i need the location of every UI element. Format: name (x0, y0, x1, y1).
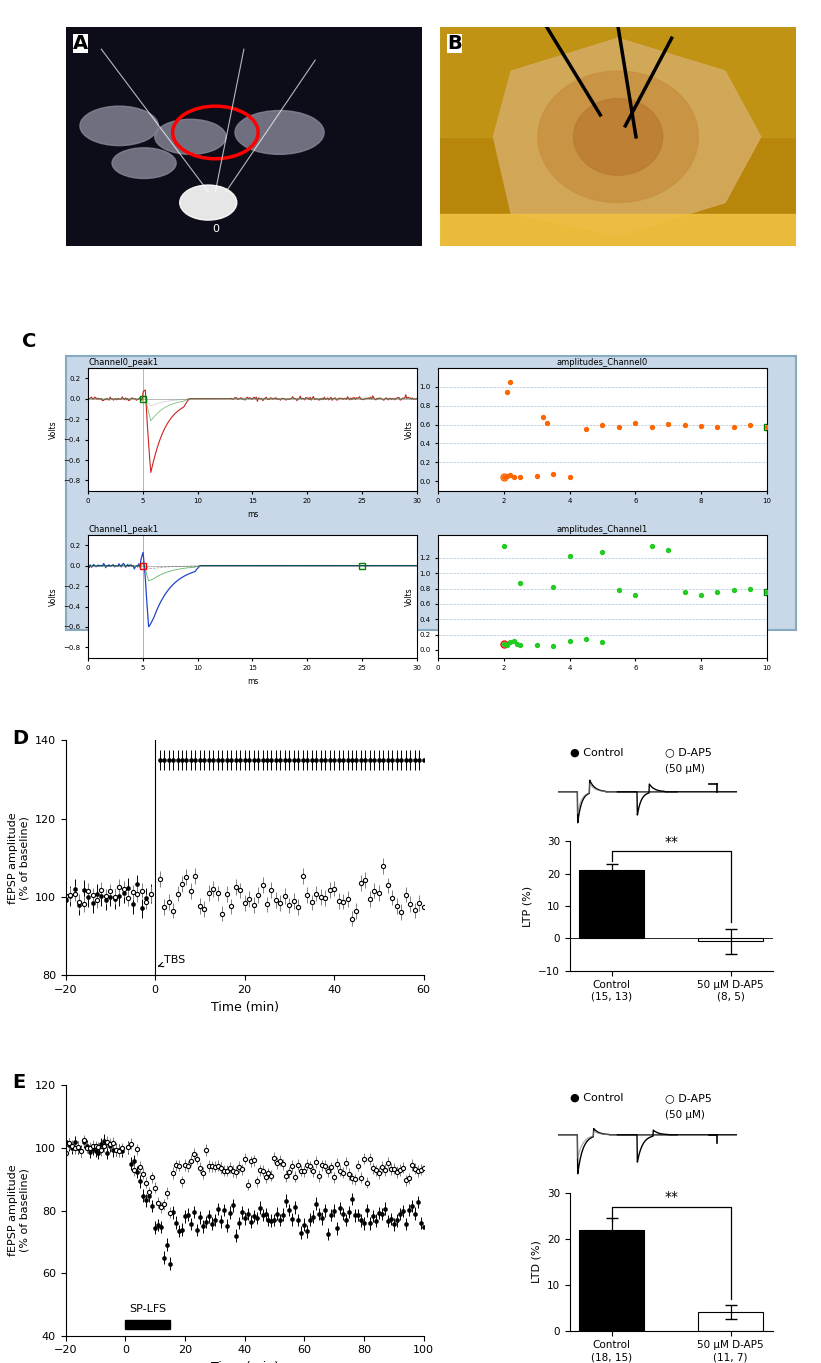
Point (744, 578, 757, 600)
Ellipse shape (574, 98, 663, 176)
Point (504, 463, 517, 485)
Text: (50 μM): (50 μM) (665, 763, 705, 774)
Point (498, 632, 511, 654)
Bar (440, 27, 796, 136)
Point (711, 581, 724, 602)
Text: C: C (22, 333, 36, 352)
Y-axis label: fEPSP amplitude
(% of baseline): fEPSP amplitude (% of baseline) (7, 1165, 30, 1257)
Text: E: E (12, 1073, 25, 1092)
Text: A: A (73, 34, 88, 53)
Point (727, 416, 741, 438)
Ellipse shape (112, 147, 177, 179)
Point (537, 406, 550, 428)
Point (580, 628, 593, 650)
Text: B: B (447, 34, 462, 53)
Point (498, 466, 511, 488)
Point (629, 583, 642, 605)
Point (563, 466, 576, 488)
Point (612, 417, 626, 439)
Point (629, 412, 642, 433)
Point (580, 418, 593, 440)
Point (596, 631, 609, 653)
Point (727, 579, 741, 601)
Y-axis label: Volts: Volts (405, 420, 414, 439)
Point (501, 380, 514, 402)
Point (645, 536, 658, 557)
Point (695, 414, 708, 436)
Text: (50 μM): (50 μM) (665, 1111, 705, 1120)
Ellipse shape (80, 106, 158, 146)
Point (547, 577, 560, 598)
X-axis label: ms: ms (247, 677, 258, 686)
Point (760, 416, 773, 438)
Text: 0: 0 (212, 224, 219, 234)
Text: ● Control: ● Control (570, 1093, 623, 1103)
Text: ○ D-AP5: ○ D-AP5 (665, 747, 712, 758)
Ellipse shape (538, 71, 699, 203)
Y-axis label: Volts: Volts (49, 587, 57, 605)
Ellipse shape (155, 120, 226, 154)
Y-axis label: Volts: Volts (49, 420, 57, 439)
Point (507, 466, 521, 488)
Point (501, 465, 514, 487)
Point (511, 632, 524, 654)
X-axis label: Time (min): Time (min) (211, 1000, 278, 1014)
Bar (126, 1321, 170, 1329)
Text: Channel0_peak1: Channel0_peak1 (88, 358, 158, 367)
Polygon shape (493, 38, 761, 236)
X-axis label: ms: ms (247, 510, 258, 519)
Point (547, 463, 560, 485)
Point (530, 465, 544, 487)
Text: Channel1_peak1: Channel1_peak1 (88, 525, 158, 534)
Point (530, 634, 544, 656)
Point (501, 634, 514, 656)
Point (645, 416, 658, 438)
Point (540, 412, 553, 433)
Point (662, 540, 675, 562)
Point (563, 545, 576, 567)
Point (514, 466, 527, 488)
Point (695, 583, 708, 605)
Point (507, 630, 521, 652)
Text: TBS: TBS (158, 955, 186, 966)
Point (760, 582, 773, 604)
Point (662, 413, 675, 435)
Point (498, 536, 511, 557)
Point (612, 579, 626, 601)
Circle shape (180, 185, 236, 219)
Text: D: D (12, 729, 28, 748)
Point (514, 571, 527, 593)
Point (563, 630, 576, 652)
Point (596, 541, 609, 563)
Point (596, 414, 609, 436)
Point (744, 414, 757, 436)
Bar (440, 214, 796, 247)
Text: SP-LFS: SP-LFS (129, 1304, 167, 1314)
Y-axis label: fEPSP amplitude
(% of baseline): fEPSP amplitude (% of baseline) (7, 812, 30, 904)
Y-axis label: Volts: Volts (405, 587, 414, 605)
Point (711, 417, 724, 439)
X-axis label: Time (min): Time (min) (211, 1362, 278, 1363)
Text: ● Control: ● Control (570, 747, 623, 758)
Point (514, 634, 527, 656)
Text: ○ D-AP5: ○ D-AP5 (665, 1093, 712, 1103)
Title: amplitudes_Channel0: amplitudes_Channel0 (557, 358, 648, 367)
Point (678, 414, 691, 436)
Point (678, 582, 691, 604)
Ellipse shape (235, 110, 324, 154)
Point (504, 631, 517, 653)
Point (504, 371, 517, 393)
Point (547, 635, 560, 657)
Title: amplitudes_Channel1: amplitudes_Channel1 (557, 525, 648, 534)
